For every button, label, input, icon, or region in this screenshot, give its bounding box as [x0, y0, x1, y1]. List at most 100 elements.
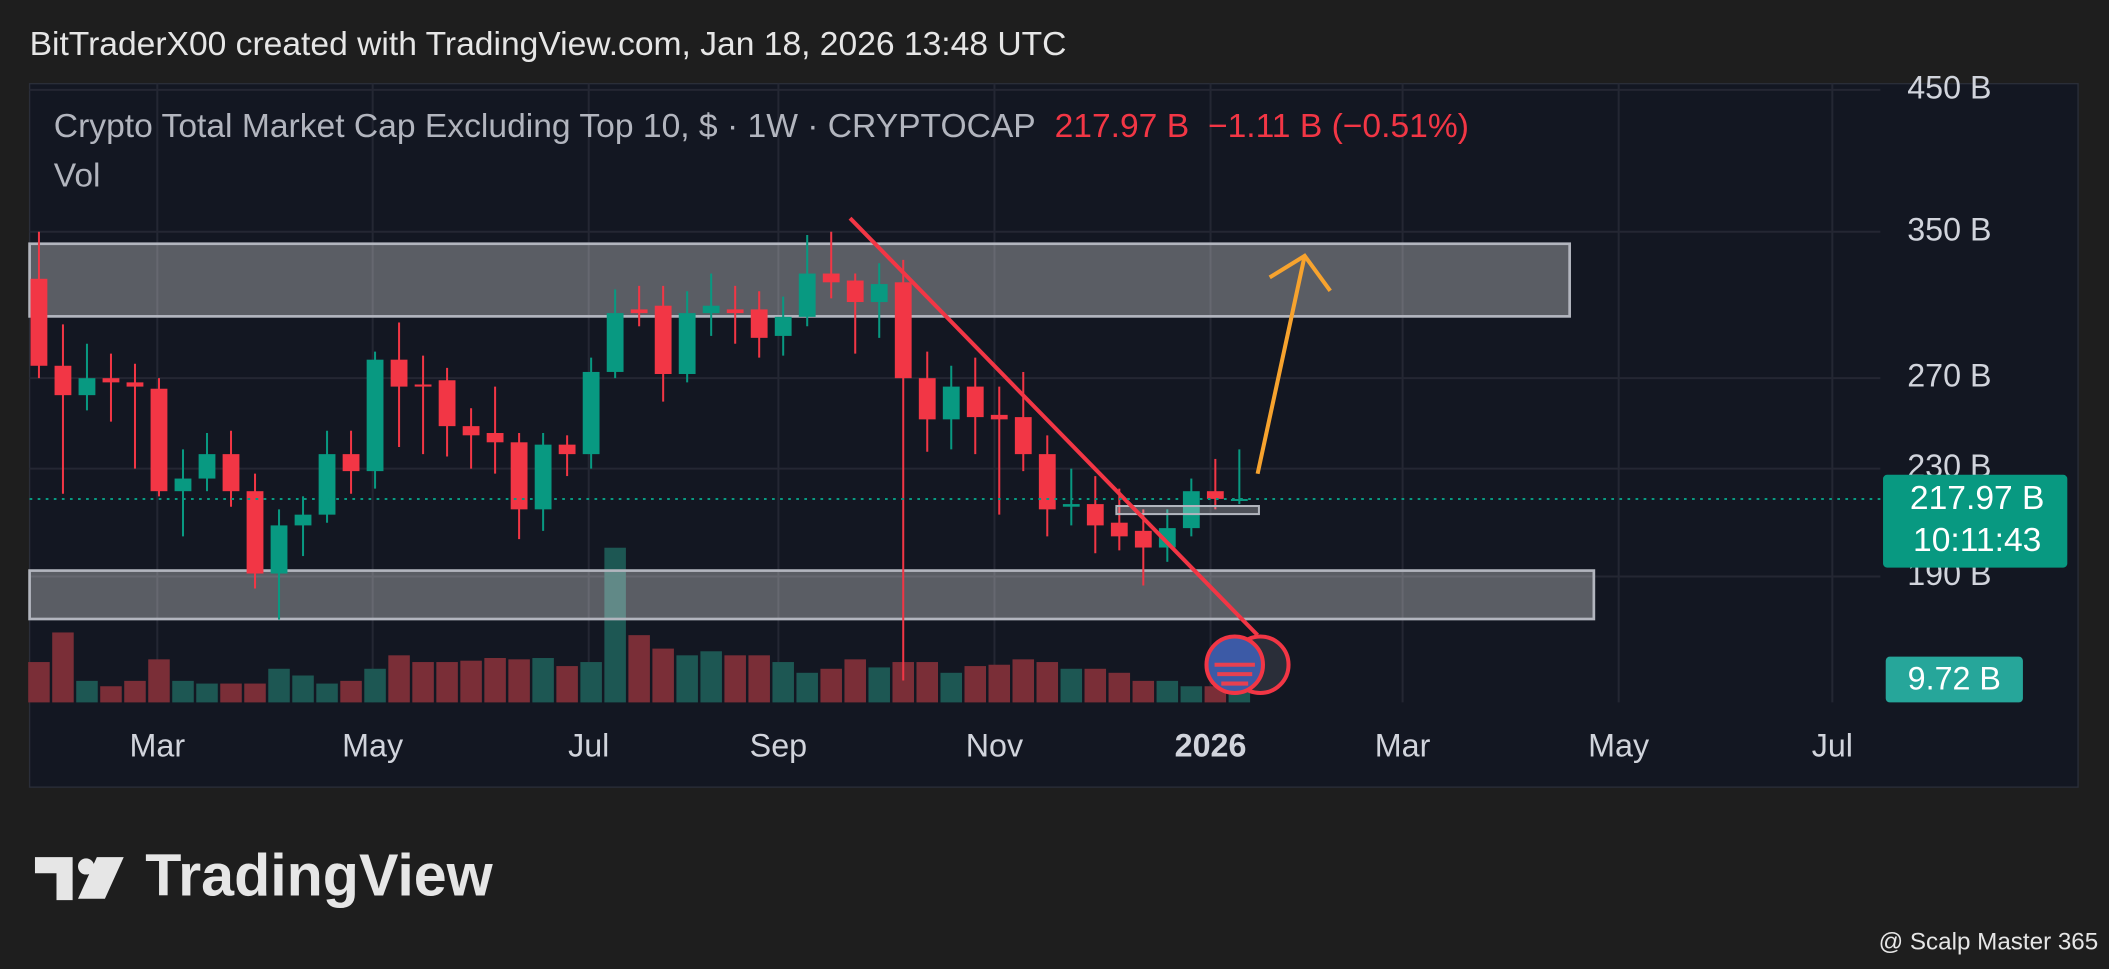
x-tick-label: Mar	[1375, 728, 1431, 764]
volume-bar	[652, 648, 674, 703]
volume-bar	[220, 683, 242, 703]
candle-body	[102, 378, 120, 383]
volume-bar	[748, 655, 770, 703]
candle-body	[462, 426, 480, 436]
trend-line	[848, 216, 1260, 637]
candle-body	[198, 454, 216, 479]
volume-bar	[316, 683, 338, 703]
candle-body	[822, 273, 840, 283]
candle-body	[1038, 454, 1056, 510]
volume-layer	[28, 547, 1251, 703]
y-tick-label: 450 B	[1907, 69, 1991, 105]
volume-bar	[580, 662, 602, 703]
header: BitTraderX00 created with TradingView.co…	[30, 26, 1067, 63]
volume-bar	[676, 655, 698, 703]
volume-bar	[76, 680, 98, 703]
volume-bar	[1060, 668, 1083, 703]
candle-body	[1110, 522, 1128, 537]
volume-bar	[988, 664, 1011, 703]
candle-body	[798, 273, 816, 317]
candle-body	[870, 284, 888, 303]
arrow-shaft	[1255, 255, 1307, 475]
volume-bar	[604, 547, 626, 703]
candle-body	[126, 382, 144, 387]
volume-bar	[1084, 668, 1107, 703]
volume-bar	[724, 655, 746, 703]
volume-bar	[268, 668, 290, 703]
volume-bar	[940, 672, 963, 703]
volume-bar	[412, 662, 434, 703]
candle-body	[966, 386, 984, 418]
volume-bar	[52, 632, 74, 703]
candle-body	[1182, 491, 1200, 529]
x-tick-label: Jul	[1812, 728, 1853, 764]
candle-body	[390, 359, 408, 387]
chart-title: Crypto Total Market Cap Excluding Top 10…	[54, 108, 1036, 145]
logo-mark	[34, 857, 124, 901]
x-tick-label: Sep	[750, 728, 807, 764]
candle-body	[606, 313, 624, 372]
candle-body	[750, 309, 768, 338]
volume-bar	[28, 662, 50, 703]
volume-bar	[172, 680, 194, 703]
x-tick-label: Mar	[130, 728, 186, 764]
candle-body	[918, 378, 936, 420]
candle-body	[486, 433, 504, 443]
candle-body	[702, 305, 720, 314]
candle-body	[654, 305, 672, 375]
arrow-head	[1268, 253, 1332, 293]
volume-bar	[1036, 662, 1059, 703]
breakout-box	[1115, 505, 1260, 516]
candle-body	[534, 444, 552, 510]
logo	[34, 857, 124, 901]
candle-body	[366, 359, 384, 472]
last-volume-box	[1885, 656, 2023, 703]
candle-body	[510, 442, 528, 510]
candle-body	[342, 454, 360, 472]
volume-bar	[1156, 680, 1179, 703]
volume-bar	[796, 672, 818, 703]
candle-body	[294, 514, 312, 526]
volume-bar	[868, 667, 890, 703]
candle-body	[414, 384, 432, 387]
candle-body	[582, 371, 600, 455]
last-volume-label: 9.72 B	[1908, 660, 2001, 696]
volume-bar	[292, 675, 314, 703]
volume-bar	[196, 683, 218, 703]
x-tick-label: Nov	[966, 728, 1024, 764]
volume-bar	[148, 659, 170, 703]
candle-body	[318, 454, 336, 515]
volume-bar	[100, 686, 122, 703]
volume-bar	[532, 658, 554, 703]
volume-title: Vol	[54, 158, 101, 195]
countdown: 10:11:43	[1913, 522, 2041, 559]
candle-body	[246, 491, 264, 574]
candles	[30, 231, 1248, 681]
candle-body	[1014, 417, 1032, 455]
flag-stripes	[1214, 662, 1255, 686]
candle-body	[1062, 504, 1080, 507]
candle-body	[678, 313, 696, 375]
volume-bar	[1132, 680, 1155, 703]
x-tick-label: May	[342, 728, 404, 764]
volume-bar	[844, 659, 866, 703]
candle-body	[270, 525, 288, 574]
candle-body	[630, 309, 648, 314]
x-tick-label: 2026	[1175, 728, 1247, 764]
volume-bar	[1012, 659, 1035, 703]
volume-bar	[916, 662, 938, 703]
volume-bar	[820, 668, 842, 703]
volume-bar	[772, 662, 794, 703]
volume-bar	[1108, 672, 1131, 703]
candle-body	[558, 444, 576, 455]
candle-body	[150, 388, 168, 492]
x-tick-label: May	[1588, 728, 1650, 764]
logo-text: TradingView	[145, 842, 493, 909]
logo-dot	[78, 858, 95, 875]
candle-body	[222, 454, 240, 492]
candle-body	[846, 280, 864, 303]
candle-body	[174, 478, 192, 492]
candle-body	[1230, 498, 1248, 501]
projection-arrow	[1255, 253, 1332, 475]
